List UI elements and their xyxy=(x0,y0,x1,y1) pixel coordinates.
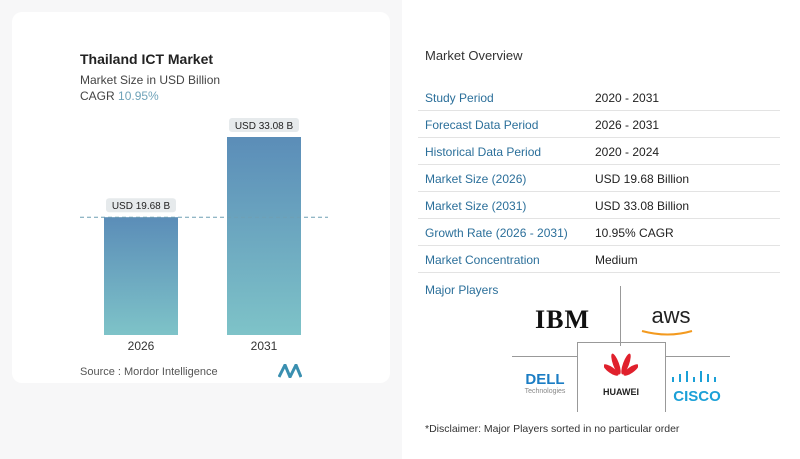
divider xyxy=(512,356,577,357)
row-value: 2020 - 2031 xyxy=(595,91,660,105)
row-value: 2020 - 2024 xyxy=(595,145,660,159)
chart-subtitle: Market Size in USD Billion xyxy=(80,73,221,87)
x-tick-label: 2026 xyxy=(128,339,155,353)
row-value: USD 19.68 Billion xyxy=(595,172,690,186)
row-label: Market Size (2031) xyxy=(425,199,527,213)
disclaimer: *Disclaimer: Major Players sorted in no … xyxy=(425,423,680,435)
overview-panel xyxy=(402,0,800,459)
overview-row: Market Size (2031) USD 33.08 Billion xyxy=(418,192,780,219)
overview-row: Forecast Data Period 2026 - 2031 xyxy=(418,111,780,138)
overview-row: Growth Rate (2026 - 2031) 10.95% CAGR xyxy=(418,219,780,246)
row-value: 10.95% CAGR xyxy=(595,226,674,240)
divider xyxy=(666,356,730,357)
overview-row: Market Concentration Medium xyxy=(418,246,780,273)
major-players-title: Major Players xyxy=(425,283,499,297)
divider xyxy=(620,286,621,346)
row-label: Market Concentration xyxy=(425,253,540,267)
data-label-bg xyxy=(106,198,176,213)
row-label: Historical Data Period xyxy=(425,145,542,159)
ibm-logo: IBM xyxy=(535,305,590,334)
row-value: USD 33.08 Billion xyxy=(595,199,690,213)
row-value: Medium xyxy=(595,253,638,267)
chart-title: Thailand ICT Market xyxy=(80,51,214,67)
cisco-bars-icon xyxy=(672,371,716,382)
aws-text: aws xyxy=(651,303,691,328)
huawei-logo: HUAWEI xyxy=(590,352,652,397)
bar-2031 xyxy=(227,137,301,335)
chart-card xyxy=(12,12,390,383)
row-label: Study Period xyxy=(425,91,494,105)
overview-row: Historical Data Period 2020 - 2024 xyxy=(418,138,780,165)
data-label-bg xyxy=(229,118,299,132)
cisco-logo: CISCO xyxy=(670,370,724,405)
source: Source : Mordor Intelligence xyxy=(80,366,218,378)
overview-title: Market Overview xyxy=(425,48,523,63)
x-tick-label: 2031 xyxy=(251,339,278,353)
aws-logo: aws xyxy=(641,303,700,337)
data-label: USD 33.08 B xyxy=(235,121,294,132)
row-label: Forecast Data Period xyxy=(425,118,539,132)
huawei-petals-icon xyxy=(603,353,639,376)
cagr-label: CAGR xyxy=(80,89,115,103)
aws-smile-icon xyxy=(641,330,693,336)
cagr-value: 10.95% xyxy=(118,89,159,103)
dell-logo: DELL Technologies xyxy=(524,371,566,395)
row-value: 2026 - 2031 xyxy=(595,118,660,132)
overview-row: Market Size (2026) USD 19.68 Billion xyxy=(418,165,780,192)
row-label: Market Size (2026) xyxy=(425,172,527,186)
bar-chart: USD 19.68 B 2026 USD 33.08 B 2031 xyxy=(80,118,328,353)
mordor-logo-icon xyxy=(278,364,302,378)
data-label: USD 19.68 B xyxy=(112,201,171,212)
row-label: Growth Rate (2026 - 2031) xyxy=(425,226,568,240)
bar-2026 xyxy=(104,217,178,335)
overview-row: Study Period 2020 - 2031 xyxy=(418,84,780,111)
huawei-box xyxy=(577,342,666,412)
cagr: CAGR 10.95% xyxy=(80,89,159,103)
